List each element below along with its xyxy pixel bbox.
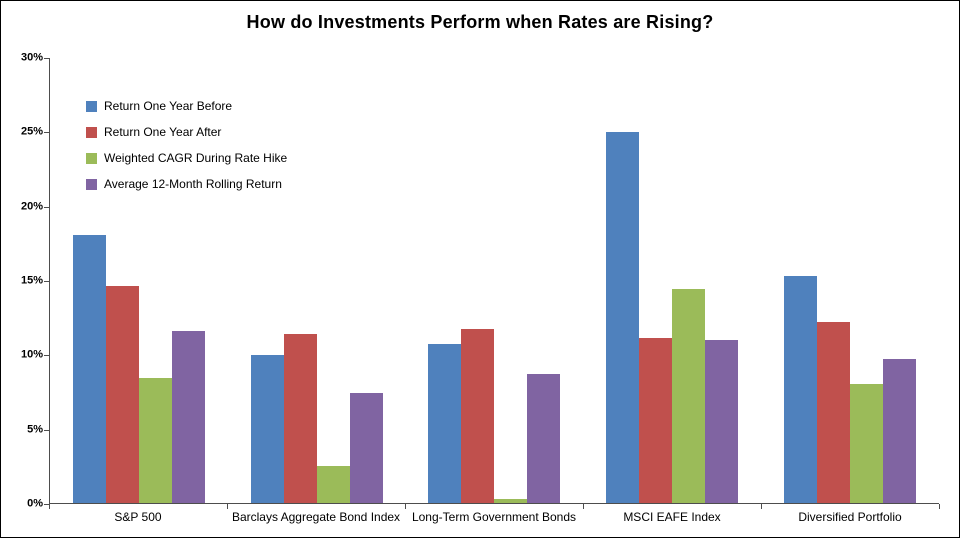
y-axis-tick — [44, 132, 49, 134]
legend-item: Average 12-Month Rolling Return — [86, 171, 287, 197]
category-label: Diversified Portfolio — [798, 510, 902, 524]
legend-swatch-icon — [86, 178, 97, 190]
x-axis-tick — [227, 504, 228, 509]
bar — [171, 330, 205, 503]
bar-group — [50, 58, 228, 503]
legend: Return One Year Before Return One Year Af… — [86, 93, 287, 197]
y-axis-tick — [44, 355, 49, 357]
bar — [428, 344, 462, 503]
category-label: S&P 500 — [114, 510, 162, 524]
bar — [850, 384, 884, 503]
y-axis-tick — [44, 206, 49, 208]
bar — [316, 465, 350, 503]
y-axis-label: 10% — [20, 348, 43, 361]
bar — [672, 289, 706, 503]
bar — [105, 286, 139, 503]
legend-swatch-icon — [86, 126, 97, 138]
legend-swatch-icon — [86, 100, 97, 112]
y-axis-tick — [44, 58, 49, 59]
category-label: Long-Term Government Bonds — [411, 510, 577, 524]
legend-item: Weighted CAGR During Rate Hike — [86, 145, 287, 171]
legend-item: Return One Year After — [86, 119, 287, 145]
y-axis-label: 5% — [27, 423, 43, 436]
legend-label: Weighted CAGR During Rate Hike — [104, 151, 288, 165]
y-axis-label: 25% — [20, 125, 43, 138]
y-axis-label: 20% — [20, 200, 43, 213]
bar — [527, 373, 561, 503]
bar — [283, 333, 317, 503]
bar — [250, 354, 284, 503]
bar — [72, 234, 106, 503]
bar — [349, 393, 383, 503]
bar — [705, 339, 739, 503]
bar — [606, 132, 640, 503]
category-axis: S&P 500 Barclays Aggregate Bond Index Long… — [49, 510, 939, 524]
bar — [639, 338, 673, 503]
y-axis-tick — [44, 281, 49, 282]
y-axis-label: 15% — [20, 274, 43, 287]
bar — [817, 322, 851, 503]
chart-title: How do Investments Perform when Rates ar… — [246, 12, 714, 32]
y-axis-tick — [44, 429, 49, 431]
legend-item: Return One Year Before — [86, 93, 287, 119]
x-axis-tick — [405, 504, 406, 509]
bar-group — [583, 58, 761, 503]
legend-label: Average 12-Month Rolling Return — [104, 177, 282, 191]
bar — [784, 276, 818, 503]
bar — [494, 498, 528, 503]
x-axis-tick — [583, 504, 584, 509]
x-axis-tick — [761, 504, 762, 509]
legend-label: Return One Year After — [104, 125, 222, 139]
category-label: Barclays Aggregate Bond Index — [231, 510, 401, 524]
bar-group — [761, 58, 939, 503]
bar-group — [406, 58, 584, 503]
x-axis-tick — [49, 504, 50, 509]
bar — [461, 329, 495, 503]
bar-group — [228, 58, 406, 503]
y-axis-label: 30% — [20, 51, 43, 64]
y-axis-tick — [44, 504, 49, 505]
legend-swatch-icon — [86, 152, 97, 164]
bar — [138, 378, 172, 503]
x-axis-tick — [939, 504, 940, 509]
legend-label: Return One Year Before — [104, 99, 233, 113]
y-axis-label: 0% — [27, 497, 43, 510]
bar — [883, 359, 917, 503]
category-label: MSCI EAFE Index — [623, 510, 721, 524]
plot-area — [49, 58, 939, 504]
